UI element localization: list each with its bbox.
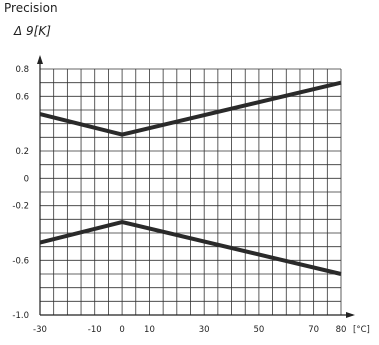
- x-tick-label: 80: [336, 325, 347, 335]
- x-axis-arrow-icon: [346, 312, 355, 318]
- y-axis-label: Δ 9[K]: [14, 24, 54, 38]
- delta-symbol-label: Δ 9[K]: [14, 24, 51, 38]
- axes: [37, 55, 355, 318]
- y-tick-label: -1.0: [12, 311, 29, 321]
- y-axis-arrow-icon: [37, 55, 43, 64]
- tick-labels: 0.8 0.6 0.2 0 -0.2 -0.6 -1.0 -30 -10 0 10 30 50 70 80 […: [12, 65, 369, 335]
- x-tick-label: 0: [119, 325, 124, 335]
- x-tick-label: 50: [253, 325, 264, 335]
- series-lines: [39, 80, 342, 276]
- y-tick-label: 0.2: [15, 147, 29, 157]
- x-tick-label: 30: [199, 325, 210, 335]
- x-unit-label: [°C]: [353, 325, 370, 335]
- y-tick-label: -0.6: [12, 256, 29, 266]
- grid: [39, 68, 342, 316]
- chart-title: Precision: [4, 1, 58, 15]
- series-line-1: [39, 80, 342, 137]
- x-tick-label: 10: [144, 325, 155, 335]
- y-tick-label: 0.6: [15, 92, 29, 102]
- x-tick-label: -10: [88, 325, 102, 335]
- y-tick-label: 0.8: [15, 65, 29, 75]
- x-tick-label: 70: [308, 325, 319, 335]
- series-line-2: [39, 220, 342, 276]
- y-tick-label: -0.2: [12, 202, 29, 212]
- x-tick-label: -30: [33, 325, 47, 335]
- y-tick-label: 0: [24, 174, 29, 184]
